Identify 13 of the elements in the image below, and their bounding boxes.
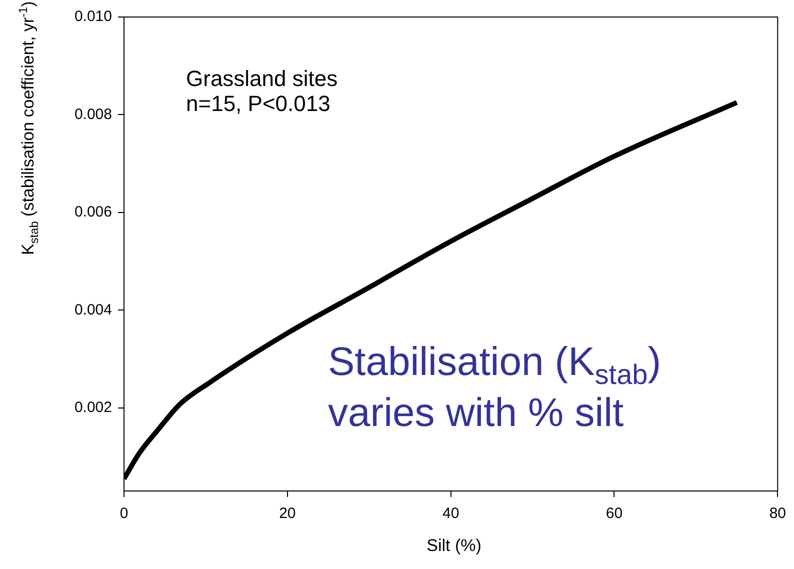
annotation: Stabilisation (K$_{stab}$) varies with % silt <box>328 340 662 435</box>
y-tick-label: 0.006 <box>74 204 112 221</box>
annotation: Grassland sites n=15, P<0.013 <box>186 66 338 117</box>
x-tick-label: 80 <box>769 505 786 522</box>
y-tick-label: 0.008 <box>74 106 112 123</box>
y-tick-label: 0.010 <box>74 8 112 26</box>
x-axis-title: Silt (%) <box>426 536 482 556</box>
y-tick-label: 0.002 <box>74 399 112 416</box>
y-tick-label: 0.004 <box>74 301 112 318</box>
x-tick-label: 40 <box>442 505 460 522</box>
x-tick-label: 60 <box>606 505 623 522</box>
x-tick-label: 20 <box>279 505 296 522</box>
x-tick-label: 0 <box>120 505 128 522</box>
